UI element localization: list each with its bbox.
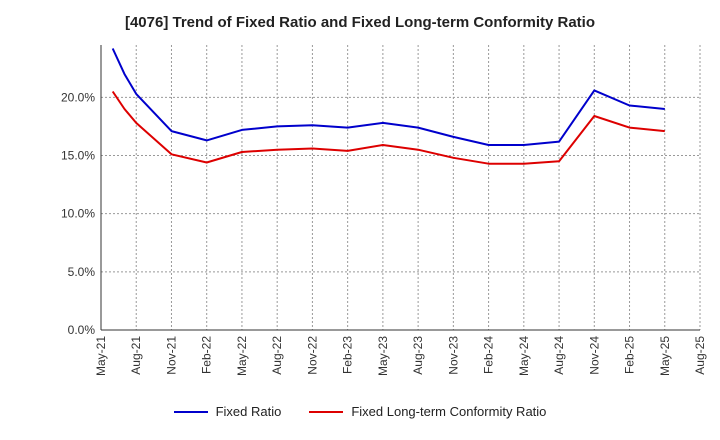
x-tick-label: Nov-22 <box>305 336 319 375</box>
chart-title: [4076] Trend of Fixed Ratio and Fixed Lo… <box>124 14 596 31</box>
x-tick-label: Feb-24 <box>482 336 496 374</box>
y-tick-label: 15.0% <box>61 149 95 163</box>
fixed-long-term-conformity-ratio-line <box>111 90 665 165</box>
x-tick-label: Feb-22 <box>200 336 214 374</box>
legend-item-fixed-long-term-conformity-ratio: Fixed Long-term Conformity Ratio <box>309 404 546 419</box>
y-tick-label: 5.0% <box>68 265 96 279</box>
legend-swatch-fixed-long-term-conformity-ratio <box>309 410 344 413</box>
x-tick-label: Aug-23 <box>411 336 425 375</box>
fixed-ratio-line <box>111 48 665 146</box>
x-tick-label: Aug-25 <box>693 336 707 375</box>
y-tick-label: 10.0% <box>61 207 95 221</box>
x-tick-label: May-22 <box>235 336 249 376</box>
x-tick-label: Feb-25 <box>623 336 637 374</box>
x-tick-label: May-23 <box>376 336 390 376</box>
y-tick-label: 20.0% <box>61 90 95 104</box>
legend-label-fixed-ratio: Fixed Ratio <box>215 404 282 419</box>
legend-item-fixed-ratio: Fixed Ratio <box>173 404 282 419</box>
chart-legend: Fixed Ratio Fixed Long-term Conformity R… <box>0 404 720 419</box>
x-tick-label: Aug-24 <box>552 336 566 375</box>
x-tick-label: Feb-23 <box>341 336 355 374</box>
x-tick-label: Nov-24 <box>587 336 601 375</box>
x-tick-label: Nov-23 <box>446 336 460 375</box>
y-tick-label: 0.0% <box>68 323 96 337</box>
x-tick-label: Nov-21 <box>164 336 178 375</box>
x-tick-label: May-25 <box>658 336 672 376</box>
x-tick-label: Aug-21 <box>129 336 143 375</box>
legend-label-fixed-long-term-conformity-ratio: Fixed Long-term Conformity Ratio <box>351 404 547 419</box>
x-tick-label: May-21 <box>94 336 108 376</box>
x-tick-label: Aug-22 <box>270 336 284 375</box>
legend-swatch-fixed-ratio <box>173 410 208 413</box>
x-tick-label: May-24 <box>517 336 531 376</box>
